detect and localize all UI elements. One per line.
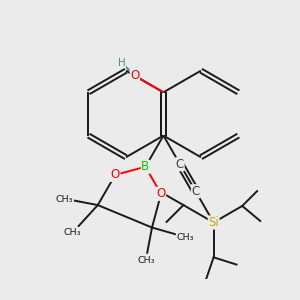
Text: CH₃: CH₃ bbox=[56, 195, 74, 204]
Text: CH₃: CH₃ bbox=[137, 256, 155, 265]
Text: CH₃: CH₃ bbox=[176, 232, 194, 242]
Text: C: C bbox=[191, 185, 200, 198]
Text: O: O bbox=[111, 168, 120, 182]
Text: O: O bbox=[156, 188, 166, 200]
Text: C: C bbox=[176, 158, 184, 171]
Text: B: B bbox=[141, 160, 149, 173]
Text: Si: Si bbox=[208, 216, 219, 229]
Text: H: H bbox=[118, 58, 125, 68]
Text: CH₃: CH₃ bbox=[64, 228, 81, 237]
Text: O: O bbox=[130, 69, 140, 82]
